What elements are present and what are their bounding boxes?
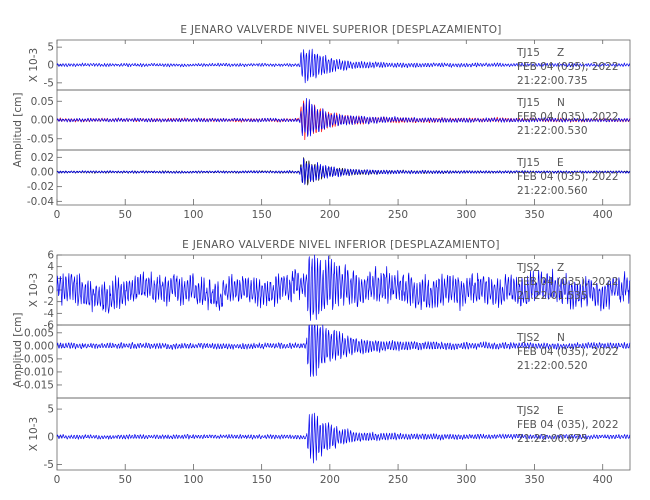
- trace-tj15-e-1: [57, 158, 631, 185]
- time-label: 21:22:00.675: [517, 433, 588, 445]
- component-label: E: [557, 157, 564, 169]
- y-tick-label: -0.015: [20, 379, 54, 391]
- x-tick-label: 200: [320, 209, 340, 221]
- component-label: E: [557, 405, 564, 417]
- y-tick-label: -2: [44, 296, 54, 308]
- trace-tj15-n-1: [56, 97, 631, 137]
- y-tick-label: -5: [44, 459, 54, 471]
- x-tick-label: 250: [388, 474, 408, 486]
- y-tick-label: 0.00: [31, 167, 54, 179]
- y-tick-label: 0: [47, 431, 54, 443]
- y-tick-label: -0.04: [27, 196, 54, 208]
- x-tick-label: 300: [456, 474, 476, 486]
- date-label: FEB 04 (035), 2022: [517, 346, 619, 358]
- date-label: FEB 04 (035), 2022: [517, 276, 619, 288]
- x-tick-label: 150: [252, 209, 272, 221]
- y-tick-label: -0.05: [27, 133, 54, 145]
- x-tick-label: 300: [456, 209, 476, 221]
- time-label: 21:22:00.530: [517, 125, 588, 137]
- x-tick-label: 350: [524, 209, 544, 221]
- y-tick-label: -0.02: [27, 181, 54, 193]
- time-label: 21:22:01.535: [517, 290, 588, 302]
- y-tick-label: 6: [47, 250, 54, 262]
- upper-chart-title: E JENARO VALVERDE NIVEL SUPERIOR [DESPLA…: [180, 24, 501, 36]
- station-label: TJ15: [516, 97, 540, 109]
- date-label: FEB 04 (035), 2022: [517, 419, 619, 431]
- x-tick-label: 0: [54, 474, 61, 486]
- date-label: FEB 04 (035), 2022: [517, 111, 619, 123]
- y-tick-label: -4: [44, 308, 55, 320]
- x-tick-label: 400: [593, 209, 613, 221]
- station-label: TJS2: [516, 332, 540, 344]
- component-label: Z: [557, 262, 564, 274]
- y-tick-label: -5: [44, 77, 54, 89]
- station-label: TJ15: [516, 47, 540, 59]
- y-tick-label: 0.02: [31, 152, 54, 164]
- x-tick-label: 50: [119, 209, 132, 221]
- trace-tjs2-n-0: [56, 324, 631, 377]
- y-tick-label: 0.05: [31, 96, 54, 108]
- panel-0-0: 5 0 -5 TJ15 Z FEB 04 (035), 2022 21:22:00.735 X…: [28, 39, 631, 91]
- upper-y-axis-label: Amplitud [cm]: [12, 93, 24, 168]
- y-tick-label: 5: [47, 404, 54, 416]
- component-label: Z: [557, 47, 564, 59]
- y-tick-label: 5: [47, 42, 54, 54]
- x-tick-label: 200: [320, 474, 340, 486]
- component-label: N: [557, 97, 565, 109]
- lower-y-axis-label: Amplitud [cm]: [12, 313, 24, 388]
- station-label: TJS2: [516, 405, 540, 417]
- x-axis-1: 0 50 100 150 200 250 300 350 400: [54, 255, 613, 486]
- panel-0-1: 0.05 0.00 -0.05 TJ15 N FEB 04 (035), 2022 21:2…: [27, 89, 631, 151]
- trace-tjs2-z-0: [56, 254, 631, 321]
- time-label: 21:22:00.735: [517, 75, 588, 87]
- y-tick-label: 0.005: [24, 327, 54, 339]
- time-label: 21:22:00.520: [517, 360, 588, 372]
- y-tick-label: -0.005: [20, 353, 54, 365]
- x-tick-label: 400: [593, 474, 613, 486]
- panel-1-2: 5 0 -5 TJS2 E FEB 04 (035), 2022 21:22:00.675 X…: [28, 397, 631, 471]
- y-tick-label: 0: [47, 285, 54, 297]
- x-tick-label: 250: [388, 209, 408, 221]
- panel-frame: [56, 397, 631, 471]
- date-label: FEB 04 (035), 2022: [517, 61, 619, 73]
- scale-label: X 10-3: [28, 48, 40, 82]
- lower-chart-title: E JENARO VALVERDE NIVEL INFERIOR [DESPLA…: [182, 239, 500, 251]
- x-tick-label: 0: [54, 209, 61, 221]
- scale-label: X 10-3: [28, 417, 40, 451]
- date-label: FEB 04 (035), 2022: [517, 171, 619, 183]
- x-tick-label: 150: [252, 474, 272, 486]
- station-label: TJ15: [516, 157, 540, 169]
- y-tick-label: -0.010: [20, 366, 54, 378]
- x-tick-label: 100: [183, 209, 203, 221]
- y-tick-label: -6: [44, 320, 55, 332]
- y-tick-label: 0.000: [24, 340, 54, 352]
- trace-tjs2-e-0: [56, 412, 631, 464]
- y-tick-label: 4: [47, 261, 54, 273]
- x-axis-0: 0 50 100 150 200 250 300 350 400: [54, 40, 613, 221]
- y-tick-label: 2: [47, 273, 54, 285]
- x-tick-label: 100: [183, 474, 203, 486]
- x-tick-label: 350: [524, 474, 544, 486]
- station-label: TJS2: [516, 262, 540, 274]
- x-tick-label: 50: [119, 474, 132, 486]
- y-tick-label: 0.00: [31, 115, 54, 127]
- time-label: 21:22:00.560: [517, 185, 588, 197]
- scale-label: X 10-3: [28, 273, 40, 307]
- component-label: N: [557, 332, 565, 344]
- y-tick-label: 0: [47, 60, 54, 72]
- panel-frame: [56, 149, 631, 206]
- trace-tj15-z-0: [56, 48, 630, 84]
- panel-0-2: 0.02 0.00 -0.02 -0.04 TJ15 E FEB 04 (035), 202…: [27, 149, 631, 208]
